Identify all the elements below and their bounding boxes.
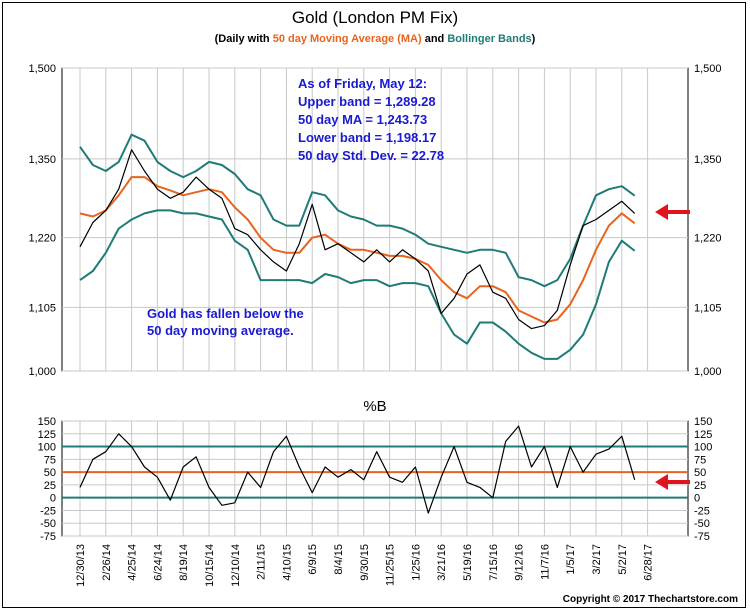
x-tick-label: 8/19/14: [178, 544, 190, 581]
main-plot-area: [61, 67, 689, 372]
subtitle-ma-label: 50 day Moving Average (MA): [272, 33, 422, 45]
x-tick-label: 2/11/15: [256, 544, 268, 580]
pctb-y-tick-right: 50: [694, 467, 706, 479]
pctb-y-tick-left: 125: [38, 429, 56, 441]
pctb-y-tick-right: -75: [694, 531, 710, 543]
main-red-arrow-icon: [655, 204, 690, 220]
x-tick-label: 8/4/15: [333, 544, 345, 575]
pctb-y-tick-left: -25: [40, 505, 56, 517]
pctb-red-arrow-icon: [655, 474, 690, 490]
x-tick-label: 9/30/15: [359, 544, 371, 581]
x-tick-label: 11/7/16: [539, 544, 551, 580]
pctb-plot-area: [61, 420, 689, 537]
main-y-tick-left: 1,105: [28, 302, 56, 314]
subtitle-bb-label: Bollinger Bands: [447, 33, 532, 45]
annotation-box-line: As of Friday, May 12:: [298, 76, 427, 91]
pctb-y-tick-right: 25: [694, 480, 706, 492]
pctb-y-tick-right: 100: [694, 442, 712, 454]
annotation-note-line: 50 day moving average.: [147, 323, 294, 338]
x-tick-label: 11/25/15: [385, 544, 397, 586]
x-tick-label: 6/28/17: [643, 544, 655, 581]
pctb-y-tick-left: -75: [40, 531, 56, 543]
pctb-y-tick-right: 0: [694, 493, 700, 505]
main-y-tick-left: 1,350: [28, 154, 56, 166]
annotation-box-line: 50 day MA = 1,243.73: [298, 112, 427, 127]
x-tick-label: 7/15/16: [488, 544, 500, 581]
annotation-box-line: 50 day Std. Dev. = 22.78: [298, 148, 444, 163]
x-tick-label: 3/21/16: [436, 544, 448, 581]
pctb-y-tick-right: -50: [694, 518, 710, 530]
pctb-y-tick-left: -50: [40, 518, 56, 530]
chart-title: Gold (London PM Fix): [291, 8, 459, 27]
subtitle-part3: ): [531, 33, 536, 45]
main-y-tick-right: 1,000: [694, 366, 722, 378]
subtitle-part1: (Daily with: [214, 33, 273, 45]
x-tick-label: 10/15/14: [204, 544, 216, 587]
main-y-tick-left: 1,500: [28, 63, 56, 75]
pctb-y-tick-right: 125: [694, 429, 712, 441]
main-y-tick-left: 1,220: [28, 233, 56, 245]
upper-band-line: [79, 133, 636, 288]
x-tick-label: 3/2/17: [591, 544, 603, 575]
price-line: [79, 149, 636, 330]
pctb-y-tick-right: 150: [694, 416, 712, 428]
pctb-title: %B: [363, 398, 387, 415]
x-tick-label: 12/30/13: [75, 544, 87, 587]
main-y-tick-left: 1,000: [28, 366, 56, 378]
main-y-tick-right: 1,350: [694, 154, 722, 166]
ma-line: [79, 176, 636, 324]
lower-band-line: [79, 209, 636, 360]
pctb-y-tick-left: 75: [44, 454, 56, 466]
pctb-y-tick-left: 25: [44, 480, 56, 492]
x-tick-label: 4/10/15: [281, 544, 293, 581]
annotation-box-line: Upper band = 1,289.28: [298, 94, 436, 109]
annotation-note-line: Gold has fallen below the: [147, 306, 304, 321]
x-tick-label: 1/5/17: [565, 544, 577, 575]
main-y-tick-right: 1,220: [694, 233, 722, 245]
x-tick-label: 12/10/14: [230, 544, 242, 587]
x-tick-label: 6/9/15: [307, 544, 319, 575]
main-y-tick-right: 1,105: [694, 302, 722, 314]
pctb-y-tick-left: 50: [44, 467, 56, 479]
annotation-box-line: Lower band = 1,198.17: [298, 130, 436, 145]
x-tick-label: 6/24/14: [152, 544, 164, 581]
pctb-y-tick-left: 150: [38, 416, 56, 428]
pctb-y-tick-left: 0: [50, 493, 56, 505]
copyright-text: Copyright © 2017 Thechartstore.com: [562, 594, 738, 605]
pctb-red-arrow-icon-head: [655, 474, 668, 490]
x-tick-label: 2/26/14: [101, 544, 113, 581]
x-tick-label: 9/12/16: [514, 544, 526, 581]
chart-subtitle: (Daily with 50 day Moving Average (MA) a…: [0, 33, 750, 45]
x-tick-label: 5/19/16: [462, 544, 474, 581]
pctb-y-tick-right: 75: [694, 454, 706, 466]
x-tick-label: 1/25/16: [410, 544, 422, 581]
pctb-y-tick-right: -25: [694, 505, 710, 517]
main-y-tick-right: 1,500: [694, 63, 722, 75]
main-red-arrow-icon-head: [655, 204, 668, 220]
pctb-line: [79, 425, 636, 514]
subtitle-part2: and: [421, 33, 448, 45]
x-tick-label: 5/2/17: [617, 544, 629, 575]
x-tick-label: 4/25/14: [127, 544, 139, 581]
pctb-y-tick-left: 100: [38, 442, 56, 454]
